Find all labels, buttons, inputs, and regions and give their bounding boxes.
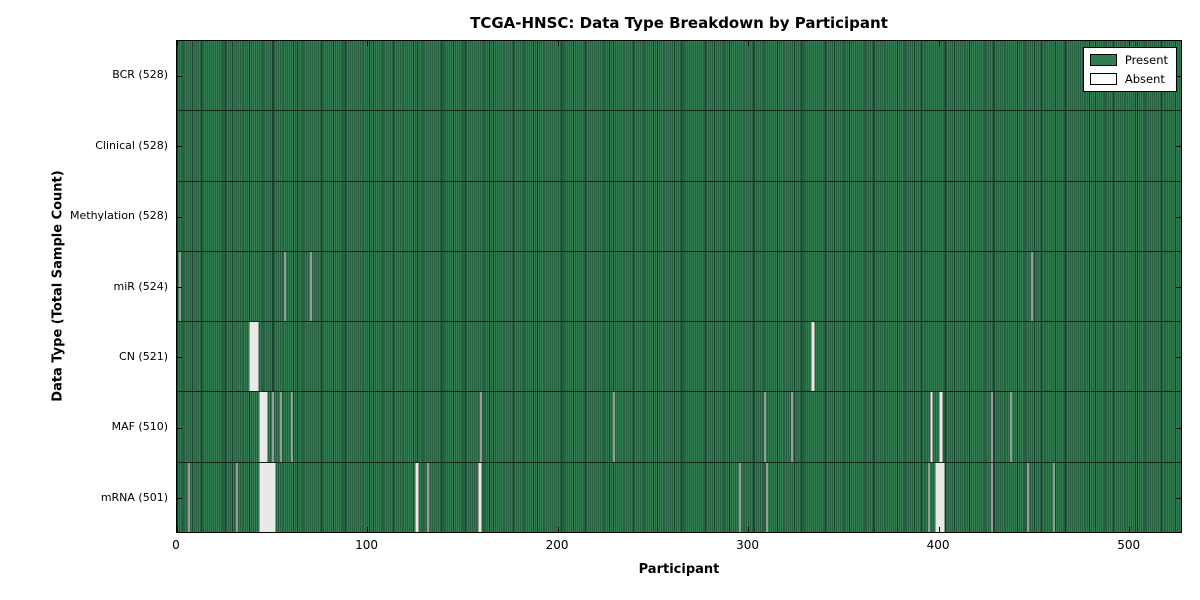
y-tick-label-bcr: BCR (528) [112, 68, 168, 82]
x-tick-mark [176, 41, 178, 46]
y-tick-mark [1176, 75, 1181, 77]
heatmap-row-methylation [177, 180, 1181, 251]
absent-gap [613, 392, 616, 462]
x-tick-label-400: 400 [926, 538, 950, 552]
absent-gap [927, 462, 930, 532]
y-tick-mark [177, 75, 182, 77]
legend-swatch-present [1089, 54, 1117, 66]
absent-gap [283, 251, 286, 322]
absent-gap [790, 392, 793, 462]
absent-gap [1009, 392, 1012, 462]
y-tick-mark [177, 146, 182, 148]
absent-gap [935, 462, 945, 532]
y-tick-label-methylation: Methylation (528) [70, 209, 168, 223]
chart-title: TCGA-HNSC: Data Type Breakdown by Partic… [470, 14, 888, 32]
absent-gap [272, 392, 275, 462]
absent-gap [291, 392, 294, 462]
y-tick-mark [1176, 287, 1181, 288]
absent-gap [1026, 462, 1029, 532]
x-tick-mark [176, 527, 178, 532]
x-tick-mark [367, 527, 369, 532]
absent-gap [236, 462, 239, 532]
x-tick-mark [1129, 41, 1131, 46]
heatmap-row-maf [177, 391, 1181, 462]
absent-gap [258, 462, 277, 532]
y-tick-mark [177, 498, 182, 500]
x-tick-label-300: 300 [736, 538, 760, 552]
y-tick-mark [1176, 216, 1181, 218]
x-tick-label-100: 100 [355, 538, 378, 552]
absent-gap [739, 462, 742, 532]
x-tick-mark [557, 41, 559, 46]
y-tick-mark [1176, 498, 1181, 500]
heatmap-row-mrna [177, 461, 1181, 532]
x-tick-mark [938, 527, 940, 532]
absent-gap [478, 462, 482, 532]
absent-gap [479, 392, 482, 462]
heatmap-row-cn [177, 321, 1181, 392]
x-tick-label-200: 200 [545, 538, 569, 552]
y-tick-mark [177, 216, 182, 218]
x-tick-mark [938, 41, 940, 46]
absent-gap [1030, 251, 1033, 322]
absent-gap [763, 392, 766, 462]
y-tick-label-mir: miR (524) [113, 279, 169, 293]
absent-gap [258, 392, 269, 462]
heatmap-row-clinical [177, 110, 1181, 181]
y-tick-mark [1176, 427, 1181, 429]
legend-label: Absent [1124, 72, 1165, 86]
x-tick-mark [748, 527, 750, 532]
absent-gap [1053, 462, 1056, 532]
heatmap-row-bcr [177, 41, 1181, 111]
y-tick-mark [177, 357, 182, 359]
y-tick-label-clinical: Clinical (528) [95, 138, 168, 152]
y-tick-label-maf: MAF (510) [111, 420, 168, 434]
y-tick-mark [1176, 357, 1181, 359]
legend-swatch-absent [1089, 73, 1117, 85]
absent-gap [279, 392, 282, 462]
absent-gap [178, 251, 181, 322]
absent-gap [765, 462, 768, 532]
legend-item-present: Present [1089, 53, 1168, 67]
y-tick-mark [177, 287, 182, 288]
y-tick-label-cn: CN (521) [119, 349, 168, 363]
x-tick-label-0: 0 [172, 538, 180, 552]
absent-gap [990, 392, 993, 462]
heatmap-rows [177, 41, 1181, 532]
y-tick-mark [1176, 146, 1181, 148]
absent-gap [415, 462, 419, 532]
x-tick-mark [1129, 527, 1131, 532]
legend: Present Absent [1082, 47, 1177, 92]
absent-gap [929, 392, 934, 462]
plot-area: Present Absent [176, 40, 1182, 533]
x-tick-mark [367, 41, 369, 46]
legend-item-absent: Absent [1089, 72, 1168, 86]
absent-gap [310, 251, 313, 322]
x-tick-label-500: 500 [1117, 538, 1141, 552]
x-tick-mark [748, 41, 750, 46]
y-tick-label-mrna: mRNA (501) [100, 490, 168, 504]
absent-gap [939, 392, 943, 462]
x-axis-label: Participant [638, 562, 720, 577]
x-tick-mark [557, 527, 559, 532]
absent-gap [249, 322, 259, 392]
legend-label: Present [1124, 53, 1168, 67]
absent-gap [426, 462, 429, 532]
absent-gap [811, 322, 816, 392]
absent-gap [188, 462, 191, 532]
absent-gap [990, 462, 993, 532]
heatmap-row-mir [177, 250, 1181, 322]
y-tick-mark [177, 427, 182, 429]
